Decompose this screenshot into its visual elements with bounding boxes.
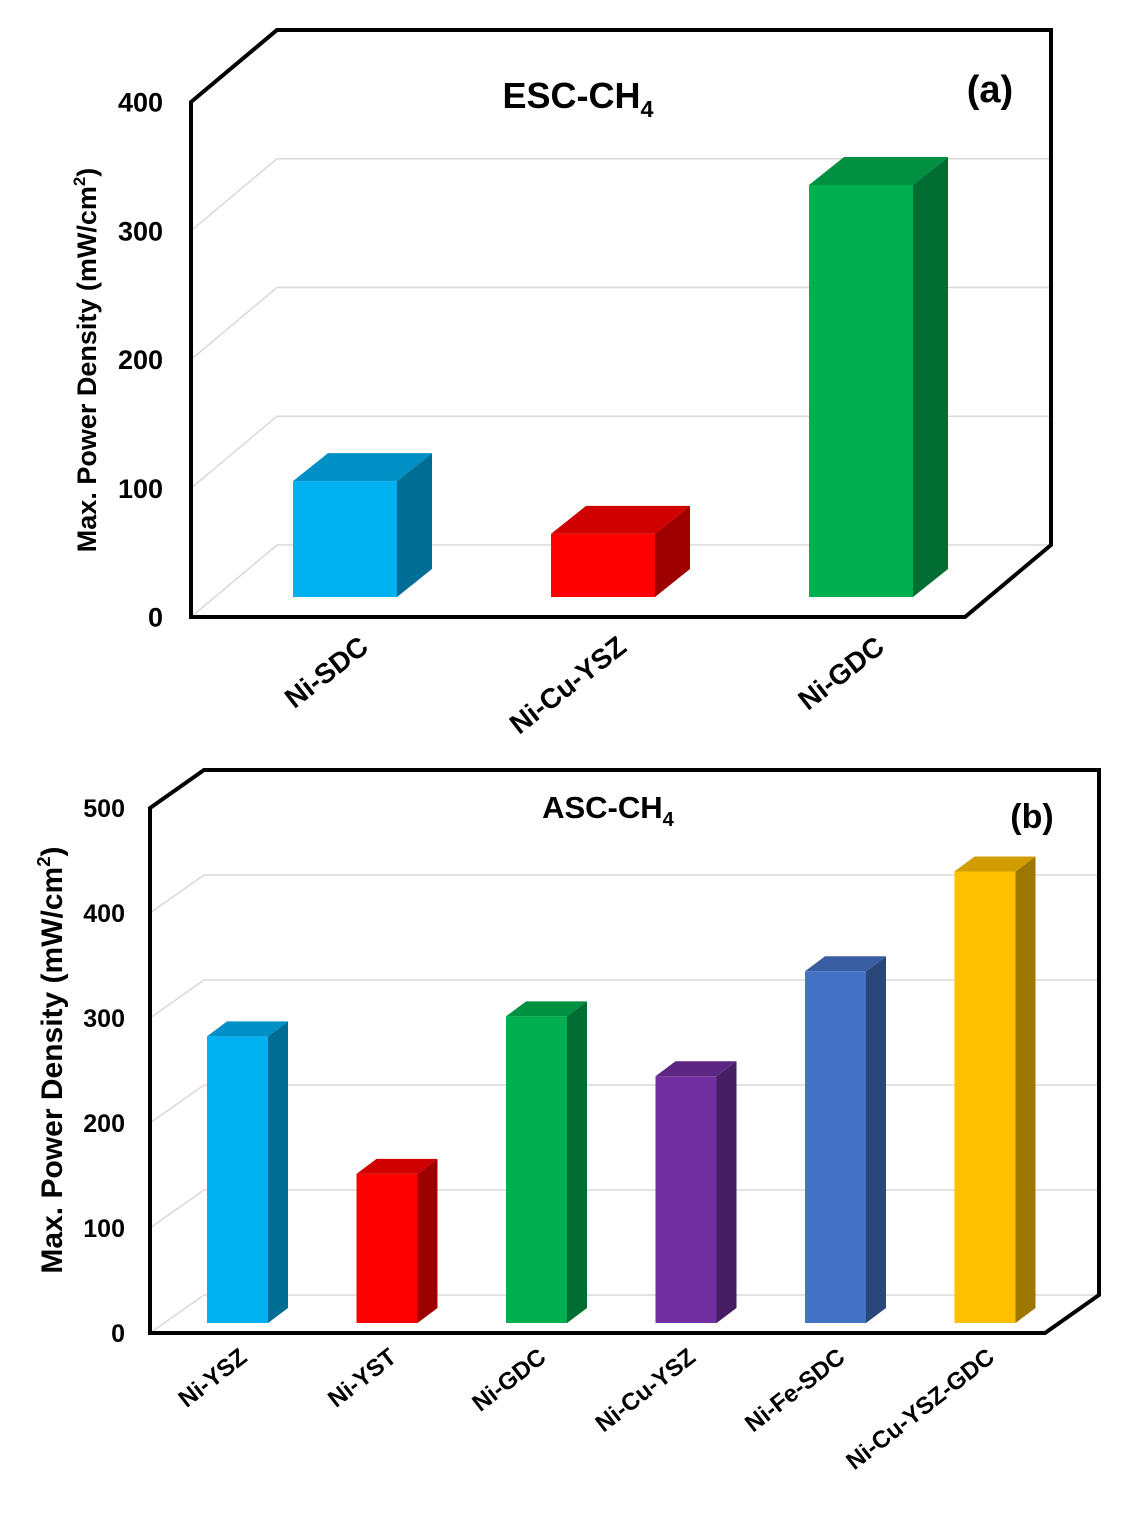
bar-ni-cu-ysz-gdc: [954, 856, 1036, 1323]
y-tick-label: 100: [83, 1215, 125, 1243]
x-category-label: Ni-GDC: [792, 630, 890, 716]
bar-front: [655, 1076, 717, 1323]
gridline-side: [190, 158, 278, 232]
y-axis-label: Max. Power Density (mW/cm2): [70, 168, 102, 552]
bar-top: [293, 453, 432, 482]
chart-title-main: ASC-CH: [542, 790, 663, 825]
gridline-side: [149, 1084, 205, 1124]
y-tick-label: 100: [118, 474, 163, 504]
x-category-label: Ni-SDC: [279, 630, 374, 714]
bar-top: [805, 956, 886, 972]
bar-ni-gdc: [809, 157, 948, 597]
y-axis-label-main: Max. Power Density (mW/cm: [36, 867, 69, 1274]
bar-side: [268, 1021, 288, 1323]
bar-front: [805, 971, 866, 1323]
bar-ni-cu-ysz: [551, 505, 690, 597]
bar-top: [207, 1021, 288, 1037]
y-tick-label: 300: [83, 1005, 125, 1033]
bar-ni-fe-sdc: [805, 956, 886, 1323]
gridline-side: [149, 1294, 205, 1334]
chart-panel-b: 0 100 200 300 400 500 Ni-YSZ Ni-YST Ni-GDC Ni-Cu-…: [33, 768, 1101, 1476]
panel-label: (a): [967, 69, 1013, 111]
y-tick-label: 300: [118, 216, 163, 246]
y-axis-label-sup: 2: [33, 856, 54, 866]
gridline-side: [190, 415, 278, 489]
y-tick-label: 200: [118, 345, 163, 375]
bar-top: [356, 1158, 438, 1174]
bar-top: [655, 1061, 737, 1077]
bar-side: [913, 157, 948, 597]
x-category-label: Ni-YST: [323, 1343, 402, 1413]
gridline-side: [149, 874, 205, 914]
gridline-side: [149, 1189, 205, 1229]
bar-side: [397, 453, 432, 597]
bar-side: [655, 505, 690, 597]
bar-side: [716, 1061, 737, 1323]
bar-top: [551, 505, 690, 534]
bar-top: [809, 157, 948, 185]
bar-ni-cu-ysz: [655, 1061, 737, 1323]
x-category-label: Ni-Cu-YSZ: [504, 630, 632, 740]
bar-front: [551, 533, 655, 597]
y-tick-label: 200: [83, 1110, 125, 1138]
bar-top: [954, 856, 1036, 872]
plot-frame: [189, 28, 1053, 619]
chart-title-main: ESC-CH: [502, 75, 640, 116]
x-category-label: Ni-GDC: [467, 1343, 551, 1417]
bar-side: [866, 956, 886, 1323]
y-tick-label: 400: [118, 88, 163, 118]
bar-ni-gdc: [506, 1001, 587, 1323]
gridline-side: [190, 544, 278, 618]
bar-ni-yst: [356, 1158, 438, 1323]
chart-title-subscript: 4: [641, 96, 654, 122]
gridline-side: [190, 286, 278, 361]
plot-frame: [148, 768, 1101, 1335]
y-axis-label-sup: 2: [70, 177, 89, 186]
chart-title: ASC-CH4: [542, 790, 675, 831]
y-tick-label: 500: [83, 795, 125, 823]
x-category-label: Ni-Fe-SDC: [740, 1343, 850, 1437]
chart-panel-a: 0 100 200 300 400 Ni-SDC Ni-Cu-YSZ Ni-GDC ESC-CH…: [70, 28, 1053, 740]
bar-front: [809, 185, 913, 597]
chart-title-subscript: 4: [663, 809, 675, 831]
x-category-label: Ni-Cu-YSZ: [591, 1343, 701, 1437]
bar-side: [1015, 856, 1036, 1323]
gridlines: [149, 874, 1099, 1334]
bar-front: [356, 1173, 418, 1323]
x-category-label: Ni-Cu-YSZ-GDC: [841, 1343, 999, 1475]
bar-front: [207, 1036, 268, 1323]
y-tick-label: 0: [148, 603, 163, 633]
bar-front: [954, 871, 1016, 1323]
bar-front: [293, 481, 397, 597]
bar-ni-sdc: [293, 453, 432, 597]
y-tick-label: 0: [111, 1320, 125, 1348]
y-axis-label-end: ): [72, 168, 102, 177]
y-axis-label-end: ): [36, 846, 69, 856]
x-category-label: Ni-YSZ: [174, 1343, 253, 1413]
bar-side: [417, 1158, 438, 1323]
chart-title: ESC-CH4: [502, 75, 653, 122]
y-axis-label: Max. Power Density (mW/cm2): [33, 846, 69, 1273]
bar-front: [506, 1016, 567, 1323]
bar-top: [506, 1001, 587, 1017]
y-axis-label-main: Max. Power Density (mW/cm: [72, 186, 102, 552]
bar-ni-ysz: [207, 1021, 288, 1323]
bar-side: [567, 1001, 587, 1323]
panel-label: (b): [1010, 798, 1053, 836]
gridline-side: [149, 979, 205, 1019]
y-tick-label: 400: [83, 900, 125, 928]
